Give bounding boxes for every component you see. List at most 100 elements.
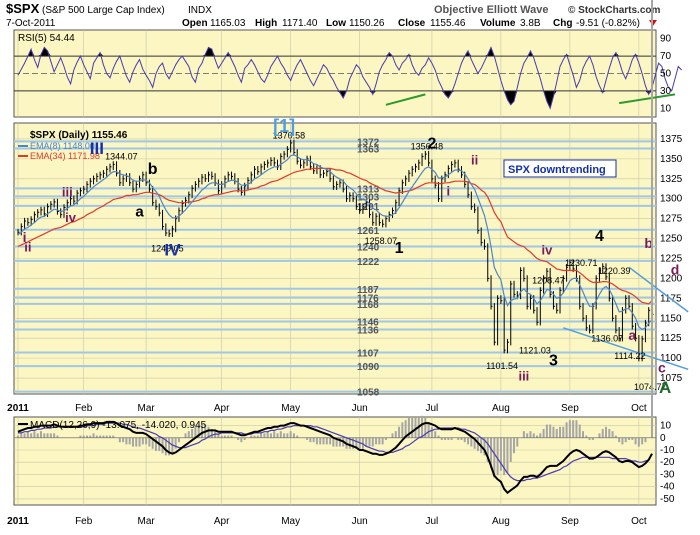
price-tick-label: 1300 — [660, 194, 683, 205]
wave-label: a — [628, 327, 636, 343]
wave-label: iv — [541, 243, 553, 258]
level-label: 1058 — [357, 388, 380, 399]
rsi-divergence-line — [618, 93, 676, 105]
rsi-tick-label: 50 — [660, 69, 672, 80]
rsi-line — [17, 46, 682, 110]
volume-value: 3.8B — [520, 18, 541, 29]
rsi-overbought-fill — [18, 47, 682, 57]
x-tick-label: Feb — [75, 403, 93, 414]
x-tick-label: Jul — [426, 403, 439, 414]
price-tick-label: 1350 — [660, 154, 683, 165]
level-label: 1291 — [357, 202, 380, 213]
price-point-label: 1114.22 — [614, 351, 645, 361]
level-label: 1261 — [357, 226, 380, 237]
symbol-name: (S&P 500 Large Cap Index) — [42, 5, 165, 16]
price-tick-label: 1100 — [660, 353, 682, 364]
x-tick-label: Jun — [352, 403, 368, 414]
wave-label: b — [644, 235, 653, 251]
rsi-tick-label: 70 — [660, 51, 672, 62]
copyright: © StockCharts.com — [568, 5, 661, 16]
x-axis: 2011 2011 Feb Feb Mar Mar Apr Apr May May Jun Jun Ju… — [7, 403, 647, 527]
x-tick-label: Sep — [561, 403, 579, 414]
x-tick-label: Mar — [137, 403, 155, 414]
x-tick-label: May — [281, 403, 300, 414]
rsi-tick-label: 10 — [660, 103, 672, 114]
price-point-label: 1121.03 — [519, 345, 551, 355]
wave-label: iii — [518, 368, 529, 383]
price-legend: $SPX (Daily) 1155.46 — [30, 130, 128, 141]
x-tick-label-bottom: Oct — [631, 516, 647, 527]
low-value: 1150.26 — [349, 18, 385, 29]
x-tick-label: Oct — [631, 403, 647, 414]
ema34-line — [17, 167, 653, 305]
macd-signal-line — [18, 422, 649, 482]
level-label: 1168 — [357, 300, 379, 311]
level-label: 1146 — [357, 317, 379, 328]
level-label: 1107 — [357, 349, 379, 360]
x-tick-label-bottom: Jul — [426, 516, 439, 527]
watermark: Objective Elliott Wave — [434, 4, 549, 16]
macd-tick-label: -20 — [660, 457, 675, 468]
level-label: 1222 — [357, 257, 380, 268]
price-point-label: 1370.58 — [273, 130, 306, 140]
price-point-label: 1249.05 — [151, 243, 184, 253]
price-tick-label: 1200 — [660, 273, 683, 284]
wave-label: [1] — [273, 116, 295, 136]
level-label: 1176 — [357, 294, 379, 305]
wave-label: 1 — [395, 240, 404, 257]
rsi-tick-label: 30 — [660, 86, 672, 97]
price-point-label: 1220.39 — [598, 266, 631, 276]
close-value: 1155.46 — [430, 18, 466, 29]
price-point-label: 1101.54 — [486, 361, 518, 371]
wave-label: iii — [62, 184, 73, 199]
price-point-label: 1230.71 — [565, 258, 598, 268]
level-label: 1303 — [357, 192, 380, 203]
open-label: Open — [182, 18, 208, 29]
macd-tick-label: -40 — [660, 482, 675, 493]
level-label: 1313 — [357, 184, 380, 195]
wave-label: 4 — [595, 228, 604, 245]
close-label: Close — [398, 18, 426, 29]
macd-tick-label: -10 — [660, 445, 675, 456]
chg-value: -9.51 (-0.82%) — [576, 18, 640, 29]
trend-line — [563, 327, 689, 371]
macd-legend: MACD(12,26,9) -13.075, -14.020, 0.945 — [30, 420, 207, 431]
wave-label: A — [659, 378, 671, 397]
level-label: 1187 — [357, 285, 379, 296]
price-tick-label: 1275 — [660, 214, 683, 225]
x-tick-label-bottom: 2011 — [7, 516, 29, 527]
symbol-label: $SPX — [6, 1, 40, 16]
macd-tick-label: 0 — [660, 433, 666, 444]
trend-annotation-box — [503, 159, 617, 178]
price-panel: 1075110011251150117512001225125012751300… — [13, 116, 689, 399]
wave-label: a — [135, 203, 144, 220]
macd-line — [17, 420, 653, 495]
price-tick-label: 1225 — [660, 254, 683, 265]
x-tick-label-bottom: Apr — [214, 516, 230, 527]
price-point-label: 1356.48 — [411, 142, 444, 152]
rsi-legend: RSI(5) 54.44 — [18, 33, 75, 44]
price-point-label: 1344.07 — [105, 152, 138, 162]
x-tick-label: 2011 — [7, 403, 29, 414]
open-value: 1165.03 — [210, 18, 246, 29]
level-label: 1363 — [357, 145, 380, 156]
price-tick-label: 1075 — [660, 373, 683, 384]
wave-label: IV — [164, 240, 181, 259]
price-point-label: 1258.07 — [365, 236, 398, 246]
price-tick-label: 1375 — [660, 134, 683, 145]
trend-annotation: SPX downtrending — [508, 164, 606, 176]
price-point-label: 1136.07 — [591, 333, 623, 343]
level-label: 1240 — [357, 243, 380, 254]
price-point-label: 1074.77 — [634, 382, 667, 392]
wave-label: b — [148, 161, 158, 178]
macd-tick-label: -50 — [660, 494, 675, 505]
wave-label: ii — [471, 152, 478, 167]
x-tick-label-bottom: May — [281, 516, 300, 527]
wave-label: 3 — [549, 352, 558, 369]
price-tick-label: 1150 — [660, 313, 682, 324]
exchange-label: INDX — [188, 5, 212, 16]
wave-label: III — [90, 139, 104, 158]
